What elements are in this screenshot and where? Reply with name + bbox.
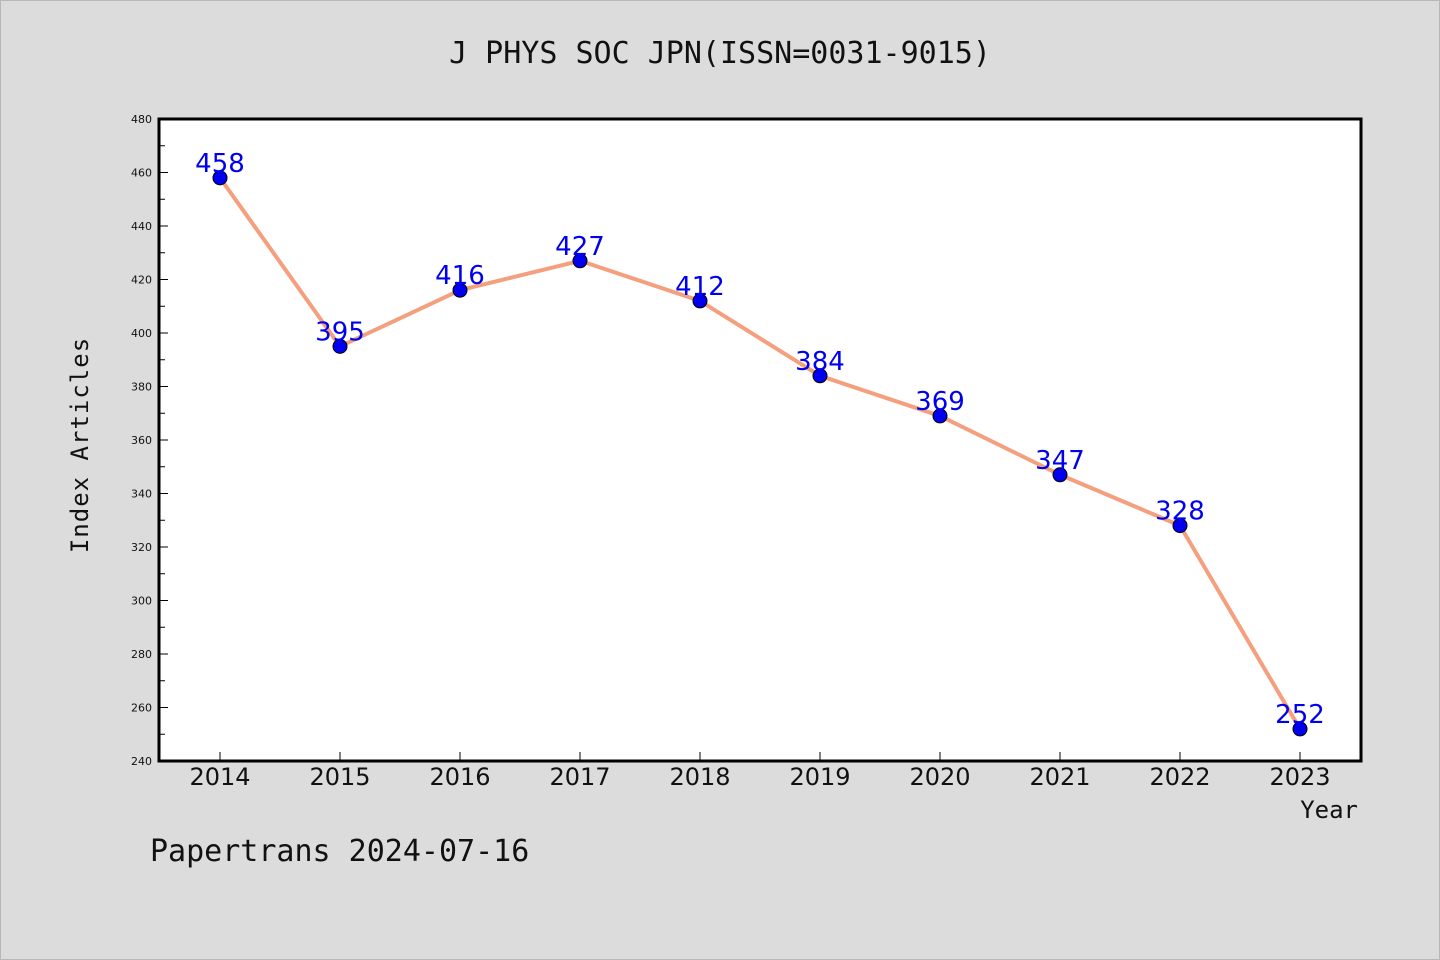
y-tick-label: 320	[131, 541, 152, 554]
x-tick-label: 2015	[309, 763, 370, 791]
y-tick-label: 380	[131, 381, 152, 394]
x-tick-label: 2019	[789, 763, 850, 791]
data-point	[932, 408, 948, 424]
x-tick-label: 2014	[189, 763, 250, 791]
data-label: 347	[1035, 446, 1085, 476]
y-tick-label: 400	[131, 327, 152, 340]
y-tick-label: 260	[131, 702, 152, 715]
data-label: 416	[435, 261, 485, 291]
x-tick-label: 2020	[909, 763, 970, 791]
series-line	[218, 176, 1302, 730]
data-label: 427	[555, 232, 605, 262]
x-tick-label: 2018	[669, 763, 730, 791]
x-axis-label: Year	[1300, 796, 1358, 824]
x-tick-label: 2023	[1269, 763, 1330, 791]
x-tick-label: 2017	[549, 763, 610, 791]
data-label: 412	[675, 272, 725, 302]
data-point	[1172, 518, 1188, 534]
data-point	[1052, 467, 1068, 483]
x-tick-label: 2016	[429, 763, 490, 791]
y-tick-label: 300	[131, 595, 152, 608]
y-tick-label: 480	[131, 113, 152, 126]
y-tick-label: 240	[131, 755, 152, 768]
data-point	[452, 282, 468, 298]
x-tick-label: 2021	[1029, 763, 1090, 791]
data-point	[212, 170, 228, 186]
data-point	[572, 253, 588, 269]
data-point	[332, 338, 348, 354]
y-tick-label: 440	[131, 220, 152, 233]
y-tick-label: 460	[131, 167, 152, 180]
data-label: 252	[1275, 700, 1325, 730]
data-label: 328	[1155, 497, 1205, 527]
data-label: 369	[915, 387, 965, 417]
x-tick-label: 2022	[1149, 763, 1210, 791]
footer-watermark: Papertrans 2024-07-16	[150, 834, 530, 869]
data-label: 384	[795, 347, 845, 377]
data-point	[812, 368, 828, 384]
y-tick-label: 360	[131, 434, 152, 447]
y-tick-label: 280	[131, 648, 152, 661]
chart-title: J PHYS SOC JPN(ISSN=0031-9015)	[449, 36, 991, 71]
data-point	[1292, 721, 1308, 737]
y-tick-label: 420	[131, 274, 152, 287]
plot-area	[157, 117, 1363, 763]
data-point	[692, 293, 708, 309]
data-label: 395	[315, 317, 365, 347]
y-tick-label: 340	[131, 488, 152, 501]
data-label: 458	[195, 149, 245, 179]
